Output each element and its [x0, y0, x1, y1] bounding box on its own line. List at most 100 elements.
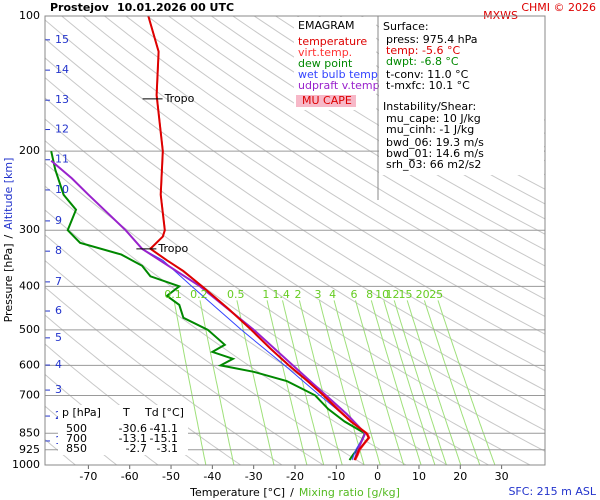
sfc-label: SFC: 215 m ASL: [508, 485, 596, 498]
mixing-ratio-label: 0.1: [164, 288, 182, 301]
tropopause-label: Tropo: [164, 92, 195, 105]
y-tick-label: 300: [19, 223, 40, 236]
mixing-ratio-label: 4: [329, 288, 336, 301]
profile-line: [147, 16, 370, 461]
y-tick-label: 500: [19, 323, 40, 336]
x-tick-label: -20: [286, 470, 304, 483]
mixing-ratio-label: 10: [375, 288, 389, 301]
plot-frame: [44, 15, 546, 466]
x-tick-label: -70: [79, 470, 97, 483]
table-header: T: [122, 406, 130, 419]
legend-entry: temperature: [298, 35, 367, 48]
altitude-tick-label: 6: [55, 304, 62, 317]
dry-adiabat: [82, 16, 545, 318]
mixing-ratio-line: [393, 300, 447, 465]
dry-adiabat: [125, 16, 545, 283]
mixing-ratio-label: 1.4: [272, 288, 290, 301]
mixing-ratio-label: 6: [350, 288, 357, 301]
y-tick-label: 100: [19, 9, 40, 22]
x-tick-label: -40: [203, 470, 221, 483]
dry-adiabat: [61, 16, 545, 335]
mixing-ratio-line: [282, 300, 325, 465]
altitude-tick-label: 10: [55, 183, 69, 196]
info-box: [379, 17, 544, 175]
chart-title: Prostejov: [50, 1, 110, 14]
mixing-ratio-line: [355, 300, 405, 465]
y-tick-label: 850: [19, 426, 40, 439]
table-box: [58, 405, 188, 455]
mixing-ratio-line: [437, 300, 496, 465]
instability-value: bwd_06: 19.3 m/s: [386, 136, 484, 149]
mixing-ratio-label: 15: [399, 288, 413, 301]
table-header: Td [°C]: [144, 406, 184, 419]
x-tick-label: -60: [121, 470, 139, 483]
dry-adiabat: [104, 16, 545, 300]
legend-entry: virt.temp.: [298, 46, 352, 59]
surface-value: temp: -5.6 °C: [386, 44, 460, 57]
dry-adiabat: [45, 19, 545, 353]
mixing-ratio-label: 0.2: [190, 288, 208, 301]
altitude-tick-label: 11: [55, 153, 69, 166]
altitude-tick-label: 7: [55, 275, 62, 288]
y-tick-label: 1000: [12, 458, 40, 471]
table-cell: -41.1: [150, 422, 178, 435]
y-tick-label: 400: [19, 279, 40, 292]
table-cell: -2.7: [126, 442, 147, 455]
mixing-ratio-label: 3: [314, 288, 321, 301]
mixing-ratio-line: [406, 300, 462, 465]
table-header: p [hPa]: [62, 406, 101, 419]
x-tick-label: -50: [162, 470, 180, 483]
x-axis-label: Temperature [°C] / Mixing ratio [g/kg]: [189, 486, 400, 499]
instability-value: srh_03: 66 m2/s2: [386, 158, 481, 171]
info-title: Instability/Shear:: [383, 100, 476, 113]
mixing-ratio-line: [266, 300, 308, 465]
mixing-ratio-label: 25: [429, 288, 443, 301]
altitude-tick-label: 4: [55, 358, 62, 371]
profile-line: [50, 150, 367, 461]
cape-box: [296, 95, 356, 107]
chart-subtitle: 10.01.2026 00 UTC: [117, 1, 234, 14]
x-tick-label: -10: [327, 470, 345, 483]
y-tick-label: 200: [19, 144, 40, 157]
legend-title: EMAGRAM: [298, 19, 355, 32]
legend-entry: dew point: [298, 57, 353, 70]
dry-adiabat: [45, 38, 545, 372]
table-cell: 700: [66, 432, 87, 445]
instability-value: mu_cinh: -1 J/kg: [386, 123, 474, 136]
dry-adiabat: [232, 16, 545, 205]
altitude-tick-label: 15: [55, 33, 69, 46]
x-axis-label-part: Mixing ratio [g/kg]: [299, 486, 400, 499]
x-tick-label: 30: [495, 470, 509, 483]
dry-adiabat: [189, 16, 545, 235]
legend-box: [294, 17, 376, 110]
mixing-ratio-label: 8: [366, 288, 373, 301]
profiles: [50, 16, 371, 461]
legend-entry: wet bulb temp.: [298, 68, 381, 81]
info-title: Surface:: [383, 20, 429, 33]
mixing-ratio-line: [423, 300, 481, 465]
mixing-ratio-line: [173, 300, 207, 465]
surface-value: dwpt: -6.8 °C: [386, 55, 459, 68]
mixing-ratio-label: 0.5: [227, 288, 245, 301]
dry-adiabat: [168, 16, 545, 251]
tropopause-label: Tropo: [157, 242, 188, 255]
y-tick-label: 600: [19, 358, 40, 371]
dry-adiabat: [45, 76, 545, 411]
cape-label: MU CAPE: [302, 94, 352, 107]
mixing-ratio-line: [199, 300, 235, 465]
altitude-tick-label: 13: [55, 93, 69, 106]
table-cell: -15.1: [150, 432, 178, 445]
legend-entry: udpraft v.temp.: [298, 79, 383, 92]
instability-value: bwd_01: 14.6 m/s: [386, 147, 484, 160]
x-tick-label: -30: [245, 470, 263, 483]
altitude-tick-label: 14: [55, 63, 69, 76]
x-axis-label-part: /: [290, 486, 294, 499]
y-axis-label-part: Pressure [hPa]: [2, 243, 15, 322]
mixing-ratio-label: 1: [262, 288, 269, 301]
y-axis-label-part: Altitude [km]: [2, 158, 15, 230]
mixing-ratio-label: 20: [416, 288, 430, 301]
mixing-ratio-label: 2: [295, 288, 302, 301]
table-cell: -30.6: [119, 422, 147, 435]
